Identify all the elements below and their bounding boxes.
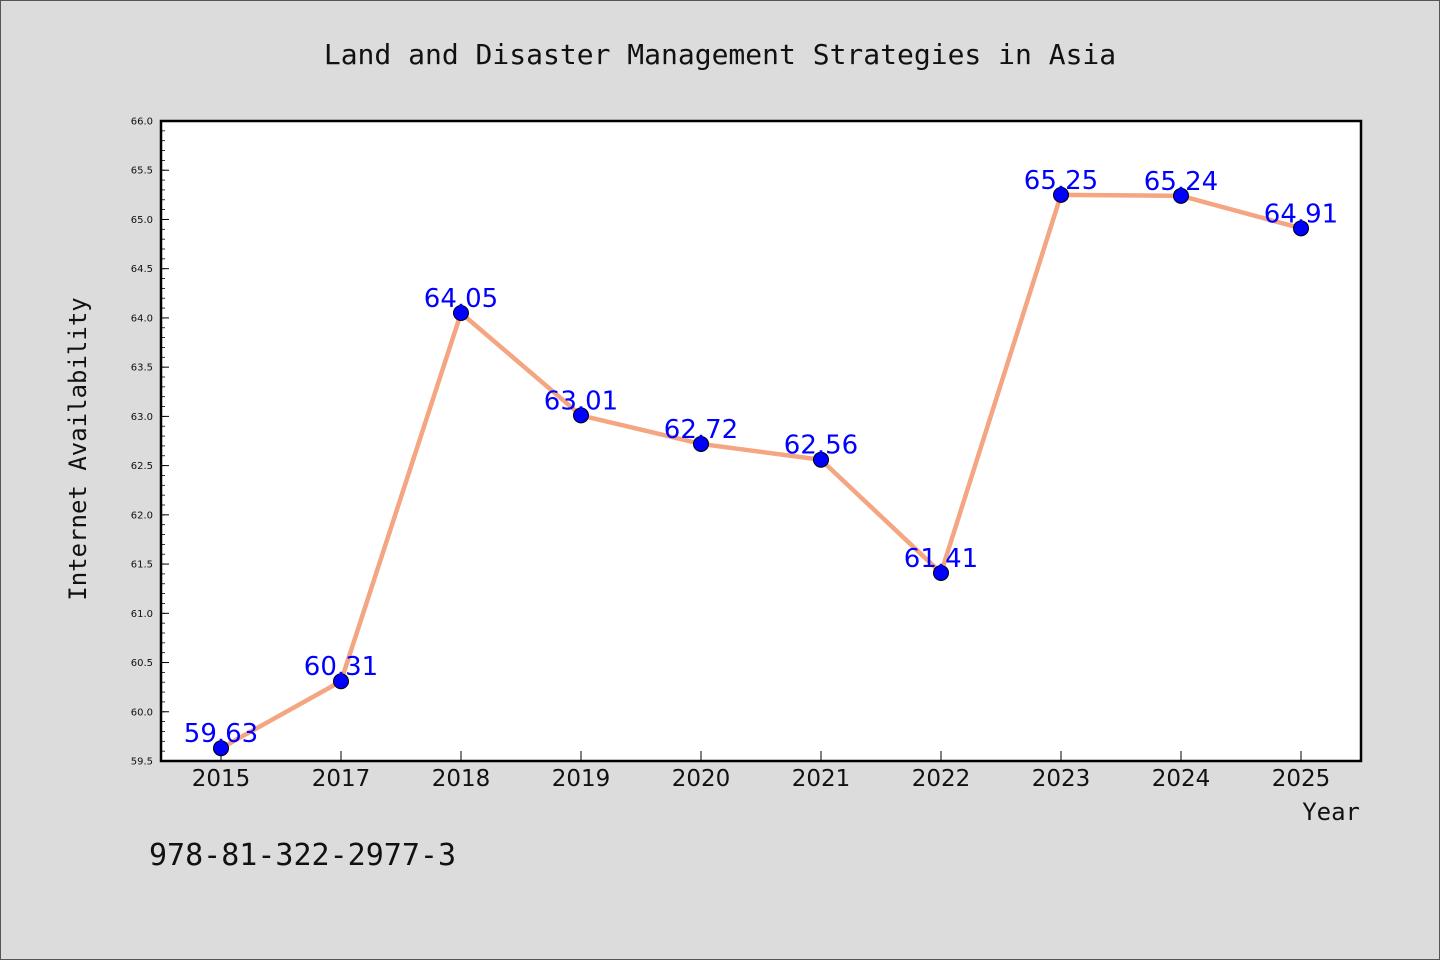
x-axis: 2015 2017 2018 2019 2020 2021 2022 2023 2024 2025	[192, 751, 1331, 792]
data-labels: 59.63 60.31 64.05 63.01 62.72 62.56 61.41 65.25…	[184, 166, 1338, 749]
x-tick-label: 2018	[432, 766, 491, 792]
data-label: 63.01	[544, 386, 618, 416]
x-tick-label: 2015	[192, 766, 251, 792]
data-label: 64.91	[1264, 199, 1338, 229]
series-line-group	[213, 186, 1309, 757]
chart-title: Land and Disaster Management Strategies …	[324, 38, 1116, 71]
footnote-isbn: 978-81-322-2977-3	[149, 838, 456, 873]
data-point	[813, 451, 829, 468]
y-tick-label: 63.0	[131, 412, 153, 423]
plot-area	[159, 119, 1363, 763]
data-point	[1173, 187, 1189, 204]
data-label: 62.56	[784, 431, 858, 461]
y-tick-label: 61.5	[131, 560, 153, 571]
data-label: 61.41	[904, 544, 978, 574]
data-point	[693, 435, 709, 452]
data-point	[213, 740, 229, 757]
x-tick-label: 2022	[912, 766, 971, 792]
data-label: 65.24	[1144, 167, 1218, 197]
data-point	[333, 673, 349, 690]
x-tick-label: 2020	[672, 766, 731, 792]
data-label: 65.25	[1024, 166, 1098, 196]
data-point	[1053, 186, 1069, 203]
y-tick-label: 60.0	[131, 707, 153, 718]
data-label: 62.72	[664, 415, 738, 445]
y-axis: 59.5 60.0 60.5 61.0 61.5 62.0 62.5 63.0 63.5 64.0…	[131, 117, 169, 768]
x-tick-label: 2025	[1272, 766, 1331, 792]
y-tick-label: 65.5	[131, 166, 153, 177]
x-axis-title: Year	[1302, 798, 1360, 826]
data-point	[1293, 220, 1309, 237]
y-tick-label: 63.5	[131, 363, 153, 374]
y-tick-label: 61.0	[131, 609, 153, 620]
data-label: 60.31	[304, 652, 378, 682]
series-line	[218, 192, 1304, 751]
y-tick-label: 59.5	[131, 757, 153, 768]
data-label: 59.63	[184, 719, 258, 749]
x-tick-label: 2023	[1032, 766, 1091, 792]
x-tick-label: 2017	[312, 766, 371, 792]
y-tick-label: 62.5	[131, 461, 153, 472]
data-point	[453, 305, 469, 321]
y-tick-label: 62.0	[131, 510, 153, 521]
y-tick-label: 66.0	[131, 117, 153, 128]
x-tick-label: 2019	[552, 766, 611, 792]
x-tick-label: 2024	[1152, 766, 1211, 792]
y-axis-title: Internet Availability	[64, 297, 92, 600]
y-tick-label: 65.0	[131, 215, 153, 226]
y-tick-label: 60.5	[131, 658, 153, 669]
y-tick-label: 64.0	[131, 313, 153, 324]
y-tick-label: 64.5	[131, 264, 153, 275]
data-point	[933, 564, 949, 581]
x-tick-label: 2021	[792, 766, 851, 792]
data-label: 64.05	[424, 284, 498, 314]
data-point	[573, 407, 589, 424]
